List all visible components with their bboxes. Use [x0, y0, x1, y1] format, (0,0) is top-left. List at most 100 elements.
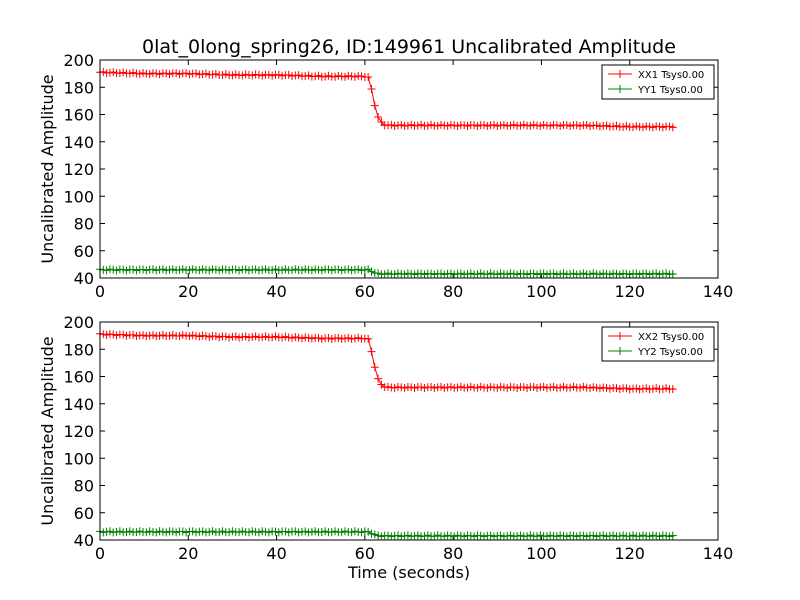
data-point — [546, 121, 555, 130]
data-value-point — [372, 362, 375, 364]
data-point — [499, 532, 508, 541]
data-point — [307, 334, 316, 343]
data-point — [397, 532, 406, 541]
data-point — [423, 531, 432, 540]
x-tick-label: 80 — [443, 544, 463, 563]
data-value-point — [377, 116, 379, 119]
data-value-point — [143, 334, 145, 337]
data-point — [576, 122, 585, 131]
data-point — [430, 270, 439, 279]
data-point — [533, 383, 542, 392]
data-value-point — [319, 337, 322, 340]
data-point — [281, 332, 290, 341]
x-tick-label: 120 — [614, 544, 645, 563]
data-point — [340, 334, 349, 343]
plot-frame — [99, 59, 719, 279]
data-point — [254, 266, 263, 275]
data-point — [99, 528, 108, 537]
data-point — [268, 71, 277, 80]
y-tick-label: 100 — [63, 187, 94, 206]
data-point — [175, 70, 184, 79]
data-point — [115, 527, 124, 536]
data-point — [609, 531, 618, 540]
x-tick-label: 40 — [266, 282, 286, 301]
data-point — [324, 71, 333, 80]
data-point — [413, 531, 422, 540]
legend-marker — [616, 70, 624, 78]
data-point — [513, 384, 522, 393]
data-point — [317, 266, 326, 275]
data-value-point — [496, 124, 499, 127]
data-point — [370, 101, 379, 110]
plot-frame — [99, 321, 719, 541]
data-point — [456, 269, 465, 278]
data-point — [327, 266, 336, 275]
data-point — [364, 72, 373, 81]
data-point — [450, 270, 459, 279]
data-point — [377, 532, 386, 541]
data-point — [443, 121, 452, 130]
data-point — [192, 69, 201, 78]
data-point — [592, 532, 601, 541]
data-point — [367, 529, 376, 538]
data-point — [440, 270, 449, 279]
x-tick-label: 120 — [614, 282, 645, 301]
data-point — [526, 531, 535, 540]
data-value-point — [408, 124, 410, 127]
data-point — [225, 333, 234, 342]
data-point — [291, 265, 300, 274]
data-point — [317, 334, 326, 343]
data-point — [244, 70, 253, 79]
data-point — [655, 532, 664, 541]
data-point — [294, 71, 303, 80]
data-point — [354, 265, 363, 274]
data-value-point — [673, 273, 675, 275]
data-point — [513, 270, 522, 279]
data-point — [668, 531, 677, 540]
data-point — [602, 121, 611, 130]
data-point — [201, 528, 210, 537]
data-point — [102, 266, 111, 275]
legend-marker — [616, 332, 624, 340]
data-point — [473, 122, 482, 131]
data-point — [307, 266, 316, 275]
data-point — [559, 269, 568, 278]
data-point — [122, 266, 131, 275]
data-point — [559, 382, 568, 391]
data-point — [235, 333, 244, 342]
data-point — [519, 120, 528, 129]
data-point — [129, 330, 138, 339]
data-point — [466, 269, 475, 278]
data-point — [251, 332, 260, 341]
data-point — [403, 531, 412, 540]
data-point — [536, 531, 545, 540]
data-value-point — [540, 386, 543, 389]
data-value-point — [364, 337, 366, 340]
data-value-point — [377, 273, 379, 275]
y-tick-label: 80 — [74, 215, 94, 234]
data-point — [344, 71, 353, 80]
data-value-point — [628, 125, 631, 128]
data-point — [529, 120, 538, 129]
data-point — [168, 331, 177, 340]
series-1 — [96, 67, 677, 132]
data-point — [218, 527, 227, 536]
data-point — [165, 70, 174, 79]
data-value-point — [368, 269, 371, 271]
data-point — [129, 68, 138, 77]
legend-marker — [616, 85, 624, 93]
data-value-point — [540, 273, 543, 275]
y-tick-label: 60 — [74, 242, 94, 261]
y-tick-label: 40 — [74, 269, 94, 288]
data-point — [456, 382, 465, 391]
data-point — [668, 123, 677, 132]
data-point — [486, 269, 495, 278]
data-point — [291, 333, 300, 342]
data-point — [466, 382, 475, 391]
series-1 — [96, 329, 677, 394]
data-point — [185, 70, 194, 79]
data-point — [592, 121, 601, 130]
legend: XX1 Tsys0.00 YY1 Tsys0.00 — [601, 64, 715, 100]
data-point — [486, 382, 495, 391]
x-tick-label: 60 — [355, 544, 375, 563]
